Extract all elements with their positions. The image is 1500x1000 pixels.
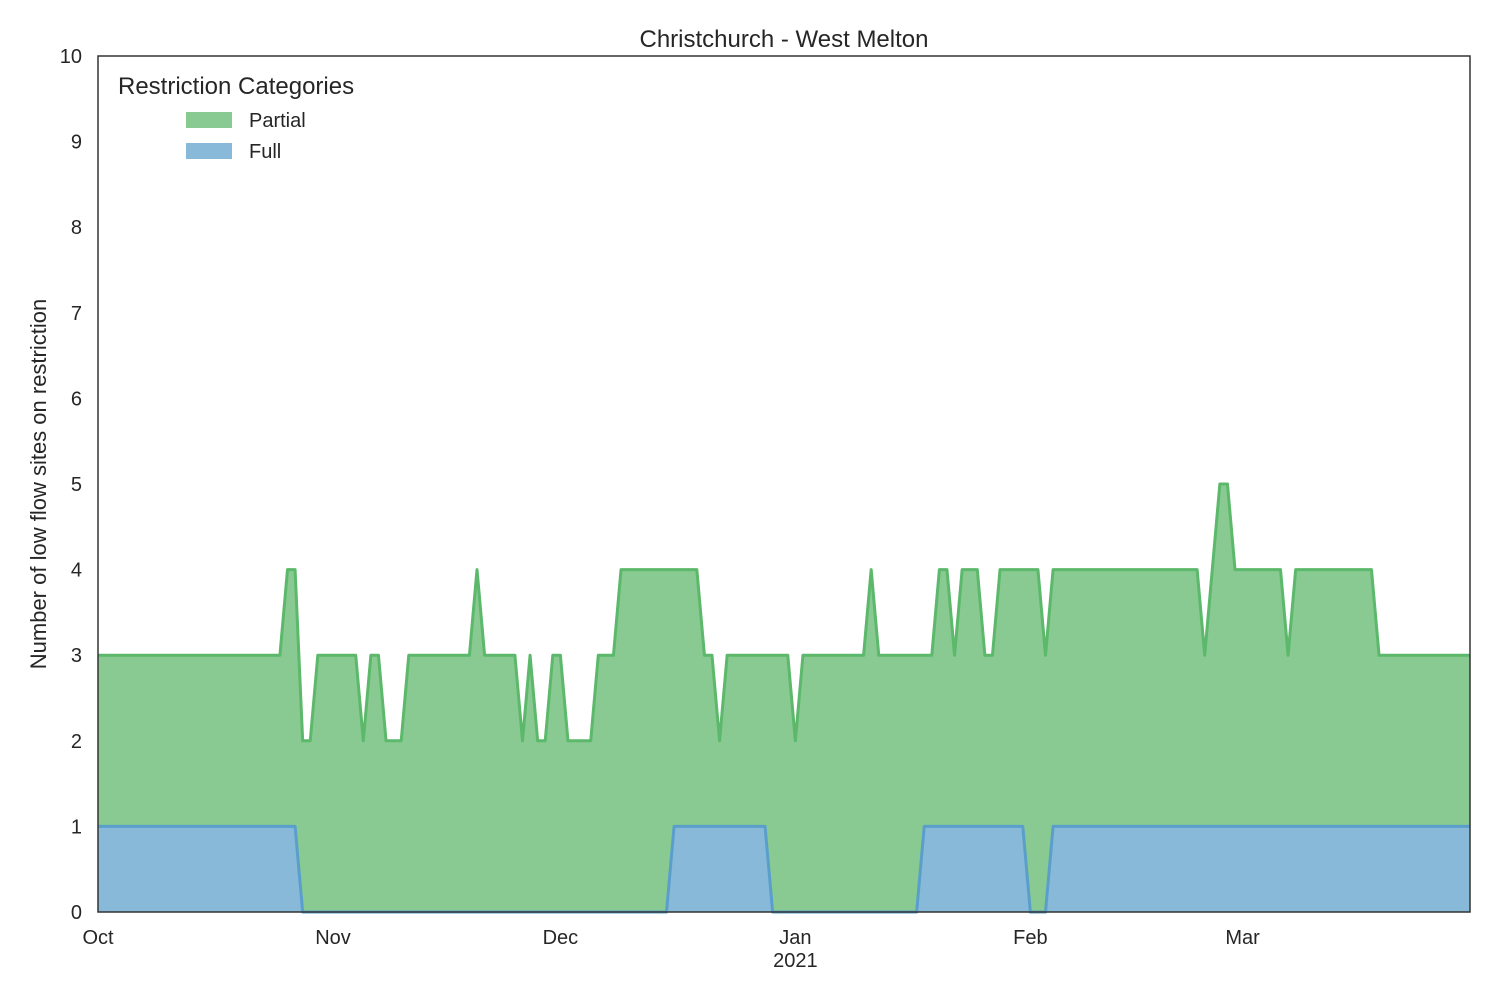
y-tick-label: 0 [71, 902, 82, 924]
x-tick-label: Jan [779, 927, 811, 949]
y-tick-label: 1 [71, 816, 82, 838]
y-tick-label: 2 [71, 731, 82, 753]
plot-frame [97, 55, 1471, 913]
x-tick-label: Dec [543, 927, 579, 949]
chart-title: Christchurch - West Melton [640, 26, 929, 53]
x-tick-label: Mar [1225, 927, 1260, 949]
y-tick-label: 9 [71, 132, 82, 154]
y-tick-label: 7 [71, 303, 82, 325]
legend-label-full: Full [249, 141, 281, 163]
y-axis-label: Number of low flow sites on restriction [26, 299, 51, 669]
y-tick-label: 5 [71, 474, 82, 496]
legend-swatch-full [186, 143, 232, 159]
legend: Restriction Categories Partial Full [118, 73, 354, 163]
x-tick-label: Feb [1013, 927, 1047, 949]
legend-title: Restriction Categories [118, 73, 354, 100]
plot-area [98, 482, 1470, 914]
y-axis-ticks: 0 1 2 3 4 5 6 7 8 9 10 [60, 46, 82, 924]
partial-series-line [98, 482, 1470, 743]
y-tick-label: 10 [60, 46, 82, 68]
x-tick-year-label: 2021 [773, 950, 818, 972]
x-tick-label: Nov [315, 927, 351, 949]
y-tick-label: 4 [71, 560, 82, 582]
legend-label-partial: Partial [249, 110, 306, 132]
legend-item-partial: Partial [186, 110, 306, 132]
full-area [98, 826, 1470, 912]
legend-swatch-partial [186, 112, 232, 128]
legend-item-full: Full [186, 141, 281, 163]
y-tick-label: 3 [71, 645, 82, 667]
y-tick-label: 6 [71, 388, 82, 410]
partial-area [98, 484, 1470, 912]
x-tick-label: Oct [82, 927, 114, 949]
y-tick-label: 8 [71, 217, 82, 239]
